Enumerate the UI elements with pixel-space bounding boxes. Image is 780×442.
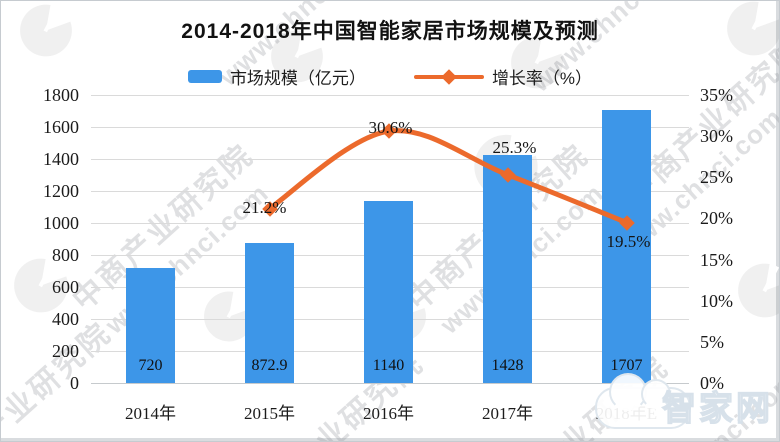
zhijia-watermark: 智家网 — [589, 369, 779, 441]
gridline — [91, 190, 689, 192]
x-axis-tick-label: 2017年 — [482, 404, 533, 423]
y-axis-tick-label: 1400 — [43, 149, 79, 169]
bar-swatch-icon — [187, 70, 222, 83]
cloud-icon — [595, 373, 691, 429]
y-axis-tick-label: 600 — [52, 277, 79, 297]
bar-2017年 — [483, 154, 532, 383]
x-axis-tick-label: 2014年 — [125, 404, 176, 423]
legend-label: 增长率（%） — [491, 69, 593, 88]
y2-axis-tick-label: 15% — [700, 249, 733, 270]
y-axis-tick-label: 1600 — [43, 117, 79, 137]
line-value-label: 19.5% — [606, 231, 651, 251]
y2-axis-tick-label: 25% — [700, 167, 733, 188]
y2-axis-tick-label: 20% — [700, 208, 733, 229]
legend-item-market-size: 市场规模（亿元） — [187, 64, 366, 89]
y2-axis-tick-label: 10% — [700, 290, 733, 311]
legend-item-growth-rate: 增长率（%） — [413, 64, 593, 89]
zhijia-logo-text: 智家网 — [661, 389, 773, 428]
bar-value-label: 1140 — [372, 357, 405, 374]
y-axis-tick-label: 800 — [52, 245, 79, 265]
y-axis-tick-label: 200 — [52, 341, 79, 361]
y2-axis-tick-label: 30% — [700, 126, 733, 147]
y-axis-tick-label: 1200 — [43, 181, 79, 201]
x-axis-tick-label: 2015年 — [244, 404, 295, 423]
y-axis-tick-label: 1000 — [43, 213, 79, 233]
line-swatch-icon — [413, 68, 484, 85]
y-axis-tick-label: 1800 — [43, 85, 79, 105]
y-axis-tick-label: 400 — [52, 309, 79, 329]
diamond-marker-icon — [441, 68, 457, 85]
y-axis-tick-label: 0 — [70, 373, 79, 393]
line-value-label: 21.2% — [242, 197, 287, 217]
y2-axis-tick-label: 35% — [700, 85, 733, 105]
bar-2018年E — [602, 109, 651, 383]
x-axis-tick-label: 2016年 — [363, 404, 414, 423]
bar-value-label: 720 — [138, 357, 163, 374]
chart-legend: 市场规模（亿元） 增长率（%） — [1, 64, 779, 89]
gridline — [91, 158, 689, 160]
line-value-label: 30.6% — [368, 118, 413, 138]
bar-value-label: 1428 — [491, 357, 524, 374]
legend-label: 市场规模（亿元） — [229, 69, 366, 88]
y2-axis-tick-label: 0% — [700, 373, 724, 393]
y2-axis-tick-label: 5% — [700, 331, 724, 352]
bar-value-label: 872.9 — [251, 357, 288, 374]
bar-2014年 — [126, 267, 175, 383]
bar-value-label: 1707 — [610, 357, 643, 374]
line-value-label: 25.3% — [492, 137, 537, 157]
gridline — [91, 94, 689, 96]
gridline — [91, 382, 689, 384]
bar-2015年 — [245, 243, 294, 383]
chart-title: 2014-2018年中国智能家居市场规模及预测 — [181, 20, 599, 43]
bar-2016年 — [364, 200, 413, 383]
